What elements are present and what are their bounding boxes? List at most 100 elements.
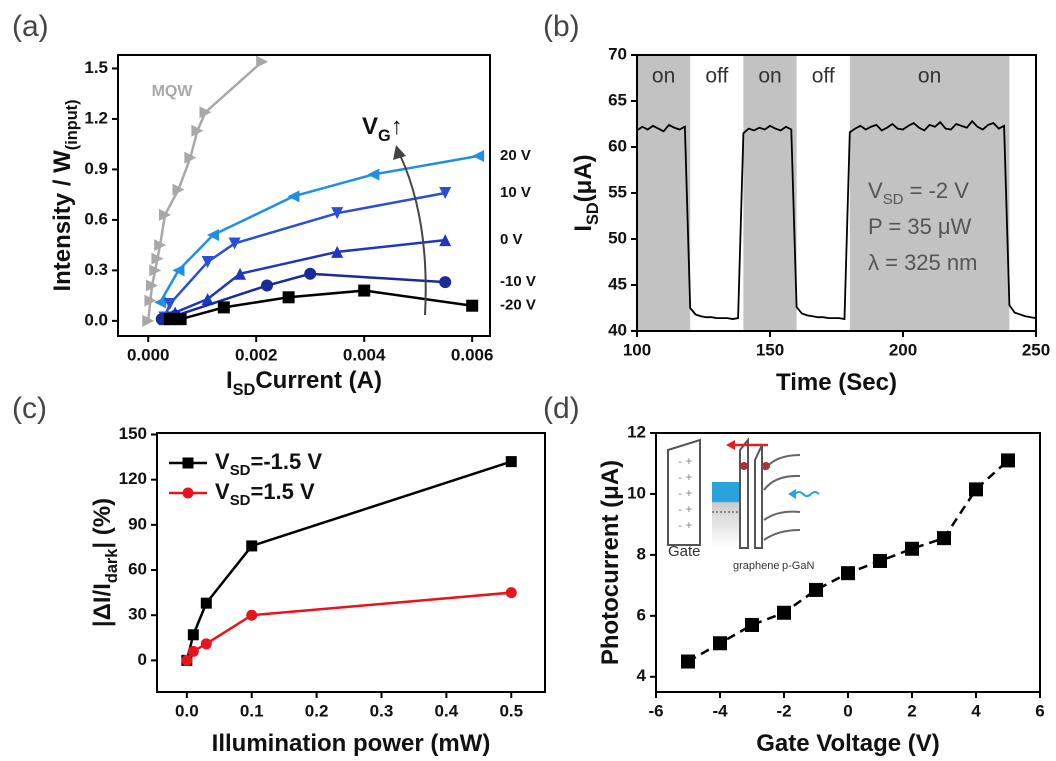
- charge-symbol: - +: [678, 502, 692, 516]
- band-diagram-inset: - + - + - + - + - + Gate graphene p-GaN: [667, 437, 820, 572]
- on-span: [849, 55, 1010, 331]
- subscript: (input): [63, 99, 81, 150]
- text-part: P = 35 μW: [868, 214, 972, 239]
- x-axis-label: Time (Sec): [776, 369, 897, 396]
- marker: [207, 229, 220, 242]
- marker: [873, 553, 887, 568]
- subscript: SD: [233, 381, 256, 399]
- legend-marker: [182, 487, 194, 499]
- marker: [181, 654, 193, 666]
- band-edge: [763, 454, 801, 541]
- marker: [144, 294, 157, 307]
- y-axis-label: |ΔI/Idark| (%): [89, 498, 121, 627]
- y-tick-label: 4: [637, 666, 647, 685]
- x-tick-label: -6: [648, 701, 663, 720]
- series-label: -20 V: [500, 297, 536, 314]
- y-tick-label: 150: [119, 424, 147, 443]
- marker: [937, 531, 951, 546]
- series-label: 10 V: [500, 184, 531, 201]
- marker: [1001, 453, 1015, 468]
- text-part: Current (A): [255, 367, 382, 394]
- text-part: =-1.5 V: [250, 449, 322, 474]
- marker: [777, 605, 791, 620]
- y-tick-label: 120: [119, 469, 147, 488]
- marker: [505, 587, 517, 599]
- y-tick-label: 0.0: [84, 310, 108, 329]
- span-label: off: [705, 65, 728, 88]
- subscript: dark: [103, 548, 121, 583]
- marker: [158, 208, 171, 221]
- gate-slab: [667, 438, 701, 546]
- text-part: Illumination power (mW): [212, 730, 491, 757]
- panel-label: (a): [12, 10, 49, 43]
- marker: [331, 245, 344, 258]
- marker: [201, 255, 214, 268]
- text-part: Gate Voltage (V): [756, 730, 940, 757]
- marker: [809, 582, 823, 597]
- y-tick-label: 6: [637, 605, 646, 624]
- text-part: V: [215, 449, 230, 474]
- marker: [149, 264, 162, 277]
- marker: [200, 638, 212, 650]
- marker: [201, 292, 214, 305]
- legend-label: VSD=1.5 V: [215, 479, 315, 510]
- series-label: -10 V: [500, 273, 536, 290]
- span-label: on: [918, 65, 941, 88]
- marker: [969, 482, 983, 497]
- marker: [367, 168, 380, 181]
- annotation: P = 35 μW: [868, 214, 972, 239]
- x-tick-label: 4: [971, 701, 981, 720]
- x-tick-label: 2: [907, 701, 916, 720]
- x-tick-label: 0.5: [499, 701, 523, 720]
- x-tick-label: 0.006: [451, 345, 494, 364]
- subscript: G: [378, 127, 391, 145]
- y-tick-label: 70: [608, 44, 627, 63]
- text-part: =1.5 V: [250, 479, 315, 504]
- marker: [304, 267, 317, 280]
- y-axis-label: Intensity / W(input): [49, 99, 81, 291]
- x-tick-label: 0.3: [370, 701, 394, 720]
- marker: [466, 299, 479, 312]
- subscript: SD: [883, 191, 904, 208]
- y-tick-label: 45: [608, 274, 627, 293]
- marker: [472, 149, 485, 162]
- marker: [163, 298, 176, 311]
- y-tick-label: 10: [627, 483, 646, 502]
- marker: [261, 279, 274, 292]
- series-label: 20 V: [500, 147, 531, 164]
- y-tick-label: 40: [608, 320, 627, 339]
- charge-symbol: - +: [678, 470, 692, 484]
- x-tick-label: -4: [712, 701, 728, 720]
- x-tick-label: 0.002: [235, 345, 278, 364]
- y-tick-label: 90: [128, 514, 147, 533]
- marker: [246, 609, 258, 621]
- marker: [905, 541, 919, 556]
- marker: [256, 55, 269, 68]
- y-tick-label: 8: [637, 544, 646, 563]
- legend-marker: [182, 457, 194, 469]
- electron: [762, 462, 770, 470]
- panel-label: (b): [543, 10, 580, 43]
- marker: [200, 597, 212, 609]
- marker: [174, 313, 187, 326]
- marker: [439, 186, 452, 199]
- legend-label: VSD=-1.5 V: [215, 449, 322, 480]
- marker: [142, 314, 155, 327]
- y-tick-label: 30: [128, 605, 147, 624]
- series-label: 0 V: [500, 231, 523, 248]
- on-span: [637, 55, 691, 331]
- marker: [439, 276, 452, 289]
- x-tick-label: 0: [843, 701, 852, 720]
- series-line: [636, 119, 1037, 321]
- marker: [841, 566, 855, 581]
- panel-label: (d): [543, 392, 580, 425]
- plot-frame: [117, 54, 491, 337]
- y-axis-label: ISD(μA): [570, 154, 602, 231]
- x-tick-label: 0.000: [127, 345, 170, 364]
- text-part: V: [215, 479, 230, 504]
- subscript: SD: [230, 462, 251, 479]
- marker: [154, 239, 167, 252]
- marker: [184, 151, 197, 164]
- vg-arrow: [399, 154, 427, 316]
- marker: [191, 124, 204, 137]
